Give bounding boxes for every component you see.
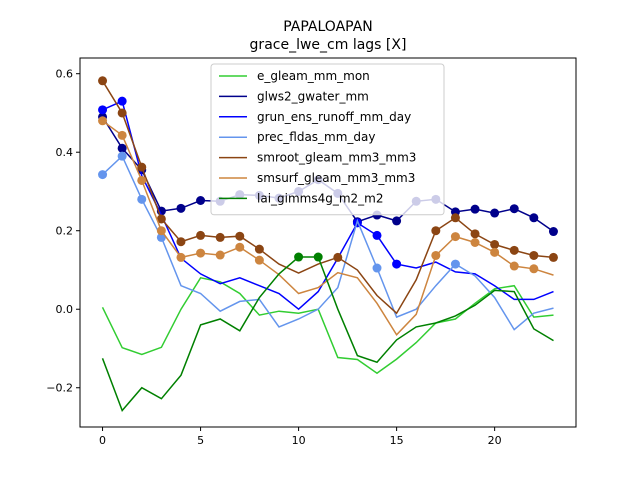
series-line-prec_fldas_mm_day [101, 154, 554, 331]
data-point-smroot_gleam_mm3_mm3-8 [254, 244, 264, 254]
data-point-glws2_gwater_mm-5 [196, 195, 206, 205]
data-point-grun_ens_runoff_mm_day-14 [372, 230, 382, 240]
series-line-lai_gimms4g_m2_m2 [101, 256, 554, 412]
y-tick-label: 0.6 [56, 68, 74, 81]
data-point-glws2_gwater_mm-19 [470, 204, 480, 214]
data-point-smsurf_gleam_mm3_mm3-21 [509, 261, 519, 271]
data-point-smroot_gleam_mm3_mm3-2 [137, 162, 147, 172]
data-point-smroot_gleam_mm3_mm3-5 [196, 230, 206, 240]
data-point-smroot_gleam_mm3_mm3-17 [431, 226, 441, 236]
data-point-grun_ens_runoff_mm_day-1 [117, 96, 127, 106]
data-point-smsurf_gleam_mm3_mm3-17 [431, 250, 441, 260]
data-point-smroot_gleam_mm3_mm3-6 [215, 232, 225, 242]
data-point-smroot_gleam_mm3_mm3-12 [333, 252, 343, 262]
data-point-prec_fldas_mm_day-0 [98, 170, 108, 180]
data-point-glws2_gwater_mm-22 [529, 213, 539, 223]
chart-subtitle: grace_lwe_cm lags [X] [250, 37, 407, 53]
y-tick-label: 0.2 [56, 225, 74, 238]
data-point-glws2_gwater_mm-4 [176, 203, 186, 213]
data-point-smsurf_gleam_mm3_mm3-2 [137, 175, 147, 185]
legend-label-grun_ens_runoff_mm_day: grun_ens_runoff_mm_day [257, 110, 411, 124]
data-point-smroot_gleam_mm3_mm3-20 [490, 239, 500, 249]
data-point-glws2_gwater_mm-15 [392, 216, 402, 226]
chart-title: PAPALOAPAN [283, 19, 373, 35]
legend-label-lai_gimms4g_m2_m2: lai_gimms4g_m2_m2 [257, 191, 384, 205]
data-point-lai_gimms4g_m2_m2-11 [313, 252, 323, 262]
data-point-smroot_gleam_mm3_mm3-23 [548, 252, 558, 262]
axes-frame [79, 57, 577, 428]
legend: e_gleam_mm_mon glws2_gwater_mm grun_ens_ru… [210, 63, 445, 216]
legend-label-prec_fldas_mm_day: prec_fldas_mm_day [257, 130, 376, 144]
y-tick-label: 0.0 [56, 303, 74, 316]
x-tick-label: 10 [292, 434, 306, 447]
legend-label-glws2_gwater_mm: glws2_gwater_mm [257, 89, 369, 103]
legend-box [210, 63, 445, 216]
data-point-smsurf_gleam_mm3_mm3-20 [490, 247, 500, 257]
data-point-smsurf_gleam_mm3_mm3-22 [529, 264, 539, 274]
data-point-smroot_gleam_mm3_mm3-3 [156, 214, 166, 224]
data-point-prec_fldas_mm_day-2 [137, 194, 147, 204]
data-point-smsurf_gleam_mm3_mm3-5 [196, 248, 206, 258]
legend-label-e_gleam_mm_mon: e_gleam_mm_mon [257, 69, 370, 83]
legend-label-smsurf_gleam_mm3_mm3: smsurf_gleam_mm3_mm3 [257, 171, 415, 185]
data-point-smsurf_gleam_mm3_mm3-19 [470, 238, 480, 247]
series-line-grun_ens_runoff_mm_day [102, 100, 554, 311]
data-point-glws2_gwater_mm-1 [117, 143, 127, 153]
x-tick-label: 0 [99, 434, 106, 447]
x-tick-label: 20 [488, 434, 502, 447]
y-tick-label: −0.2 [46, 382, 73, 395]
x-tick-label: 5 [197, 434, 204, 447]
data-point-prec_fldas_mm_day-1 [117, 151, 127, 161]
data-point-smroot_gleam_mm3_mm3-7 [235, 231, 245, 241]
data-point-grun_ens_runoff_mm_day-0 [98, 105, 108, 115]
data-point-smroot_gleam_mm3_mm3-1 [117, 108, 127, 118]
data-point-smroot_gleam_mm3_mm3-18 [450, 213, 460, 223]
data-point-grun_ens_runoff_mm_day-15 [392, 259, 402, 269]
data-point-glws2_gwater_mm-21 [509, 204, 519, 214]
data-point-smsurf_gleam_mm3_mm3-8 [254, 255, 264, 265]
x-tick-label: 15 [390, 434, 404, 447]
data-point-prec_fldas_mm_day-3 [156, 232, 166, 242]
data-point-smsurf_gleam_mm3_mm3-6 [215, 250, 225, 260]
data-point-smroot_gleam_mm3_mm3-4 [176, 237, 186, 247]
data-point-smroot_gleam_mm3_mm3-21 [509, 245, 519, 255]
data-point-smroot_gleam_mm3_mm3-0 [98, 76, 108, 86]
data-point-glws2_gwater_mm-23 [548, 227, 558, 237]
data-point-smsurf_gleam_mm3_mm3-18 [450, 232, 460, 242]
data-point-smsurf_gleam_mm3_mm3-3 [156, 226, 166, 236]
y-tick-label: 0.4 [56, 146, 74, 159]
data-point-smsurf_gleam_mm3_mm3-4 [176, 252, 186, 262]
data-point-smroot_gleam_mm3_mm3-19 [470, 229, 480, 239]
axes-layer: 0 5 10 15 20 −0.2 0.0 0.2 0.4 0.6 [46, 57, 577, 447]
legend-label-smroot_gleam_mm3_mm3: smroot_gleam_mm3_mm3 [257, 151, 416, 165]
data-point-smsurf_gleam_mm3_mm3-7 [235, 242, 245, 252]
data-point-smsurf_gleam_mm3_mm3-0 [98, 116, 108, 126]
data-point-prec_fldas_mm_day-18 [450, 259, 460, 269]
data-point-glws2_gwater_mm-20 [490, 208, 500, 218]
data-point-lai_gimms4g_m2_m2-10 [294, 252, 304, 262]
data-point-prec_fldas_mm_day-14 [372, 263, 382, 273]
data-point-smroot_gleam_mm3_mm3-22 [529, 250, 539, 260]
data-point-smsurf_gleam_mm3_mm3-1 [117, 130, 127, 140]
series-line-e_gleam_mm_mon [101, 276, 554, 375]
